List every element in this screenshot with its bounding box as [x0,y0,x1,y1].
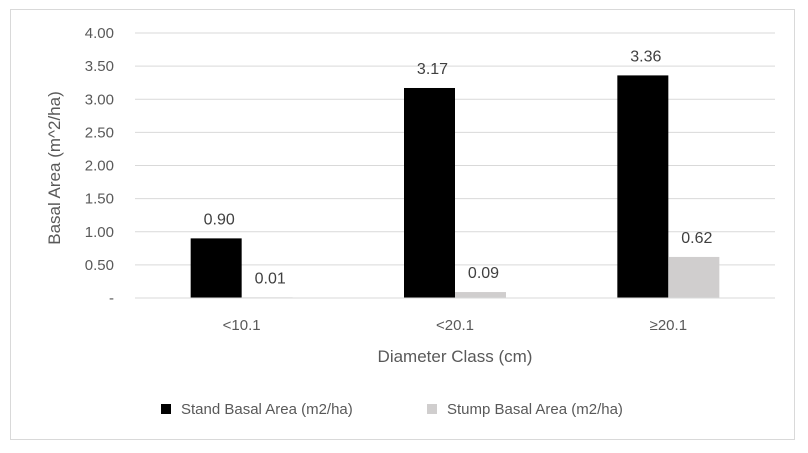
bar-stand [404,87,455,298]
legend-label-stump: Stump Basal Area (m2/ha) [447,401,623,418]
y-tick-label: 3.50 [85,58,114,75]
data-label: 3.17 [417,61,448,78]
bar-stand [190,238,242,298]
data-labels: 0.90 0.01 3.17 0.09 3.36 0.62 [204,48,713,287]
y-tick-label: 2.00 [85,158,114,175]
y-tick-label: 0.50 [85,257,114,274]
legend-swatch-stump [427,404,437,414]
y-axis-tick-labels: - 0.50 1.00 1.50 2.00 2.50 3.00 3.50 4.00 [85,25,114,307]
data-label: 0.01 [255,270,286,287]
data-label: 0.62 [681,230,712,247]
x-axis-title: Diameter Class (cm) [378,347,533,366]
legend-swatch-stand [161,404,171,414]
data-label: 0.90 [204,211,235,228]
data-label: 3.36 [630,48,661,65]
x-axis-tick-labels: <10.1 <20.1 ≥20.1 [223,317,687,334]
bar-stump [455,292,506,298]
y-tick-label: 3.00 [85,91,114,108]
x-tick-label: <20.1 [436,317,474,334]
x-tick-label: <10.1 [223,317,261,334]
legend-label-stand: Stand Basal Area (m2/ha) [181,401,353,418]
y-tick-label: 4.00 [85,25,114,42]
data-label: 0.09 [468,265,499,282]
bar-stand [617,75,669,299]
y-tick-label: 1.00 [85,224,114,241]
bar-stump [668,256,720,298]
y-tick-label: - [109,290,114,307]
x-tick-label: ≥20.1 [650,317,687,334]
y-axis-title: Basal Area (m^2/ha) [45,91,64,245]
y-tick-label: 1.50 [85,191,114,208]
bars [190,75,720,299]
legend: Stand Basal Area (m2/ha) Stump Basal Area… [161,401,623,418]
y-tick-label: 2.50 [85,124,114,141]
